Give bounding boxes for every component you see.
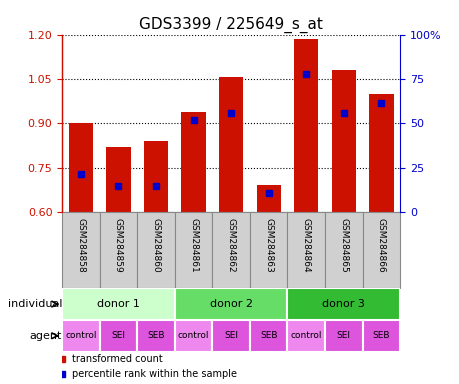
Text: SEB: SEB: [372, 331, 389, 340]
Bar: [144, 141, 168, 212]
Bar: [325, 212, 362, 288]
Text: GSM284864: GSM284864: [301, 218, 310, 273]
Text: SEI: SEI: [111, 331, 125, 340]
Bar: [362, 320, 399, 352]
Text: SEI: SEI: [224, 331, 238, 340]
Text: agent: agent: [30, 331, 62, 341]
Bar: [287, 212, 325, 288]
Bar: [256, 185, 280, 212]
Bar: [287, 288, 399, 320]
Bar: [62, 288, 174, 320]
Bar: [212, 212, 249, 288]
Text: GSM284858: GSM284858: [76, 218, 85, 273]
Bar: [293, 39, 318, 212]
Bar: [249, 212, 287, 288]
Bar: [369, 94, 393, 212]
Bar: [218, 78, 243, 212]
Text: SEI: SEI: [336, 331, 350, 340]
Text: donor 2: donor 2: [209, 299, 252, 309]
Text: GSM284866: GSM284866: [376, 218, 385, 273]
Text: SEB: SEB: [147, 331, 164, 340]
Bar: [325, 320, 362, 352]
Text: GSM284862: GSM284862: [226, 218, 235, 273]
Bar: [62, 212, 100, 288]
Text: percentile rank within the sample: percentile rank within the sample: [72, 369, 237, 379]
Text: control: control: [178, 331, 209, 340]
Bar: [106, 147, 130, 212]
Text: transformed count: transformed count: [72, 354, 162, 364]
Bar: [181, 111, 205, 212]
Bar: [249, 320, 287, 352]
Text: donor 3: donor 3: [322, 299, 364, 309]
Text: control: control: [65, 331, 96, 340]
Bar: [174, 288, 287, 320]
Text: GSM284861: GSM284861: [189, 218, 198, 273]
Text: GSM284863: GSM284863: [263, 218, 273, 273]
Text: GSM284865: GSM284865: [339, 218, 347, 273]
Text: GSM284860: GSM284860: [151, 218, 160, 273]
Title: GDS3399 / 225649_s_at: GDS3399 / 225649_s_at: [139, 17, 322, 33]
Bar: [174, 212, 212, 288]
Bar: [174, 320, 212, 352]
Text: GSM284859: GSM284859: [114, 218, 123, 273]
Bar: [331, 70, 355, 212]
Bar: [212, 320, 249, 352]
Bar: [100, 212, 137, 288]
Bar: [137, 212, 174, 288]
Bar: [287, 320, 325, 352]
Text: control: control: [290, 331, 321, 340]
Text: SEB: SEB: [259, 331, 277, 340]
Text: donor 1: donor 1: [97, 299, 140, 309]
Bar: [68, 123, 93, 212]
Text: individual: individual: [8, 299, 62, 309]
Bar: [100, 320, 137, 352]
Bar: [62, 320, 100, 352]
Bar: [137, 320, 174, 352]
Bar: [362, 212, 399, 288]
